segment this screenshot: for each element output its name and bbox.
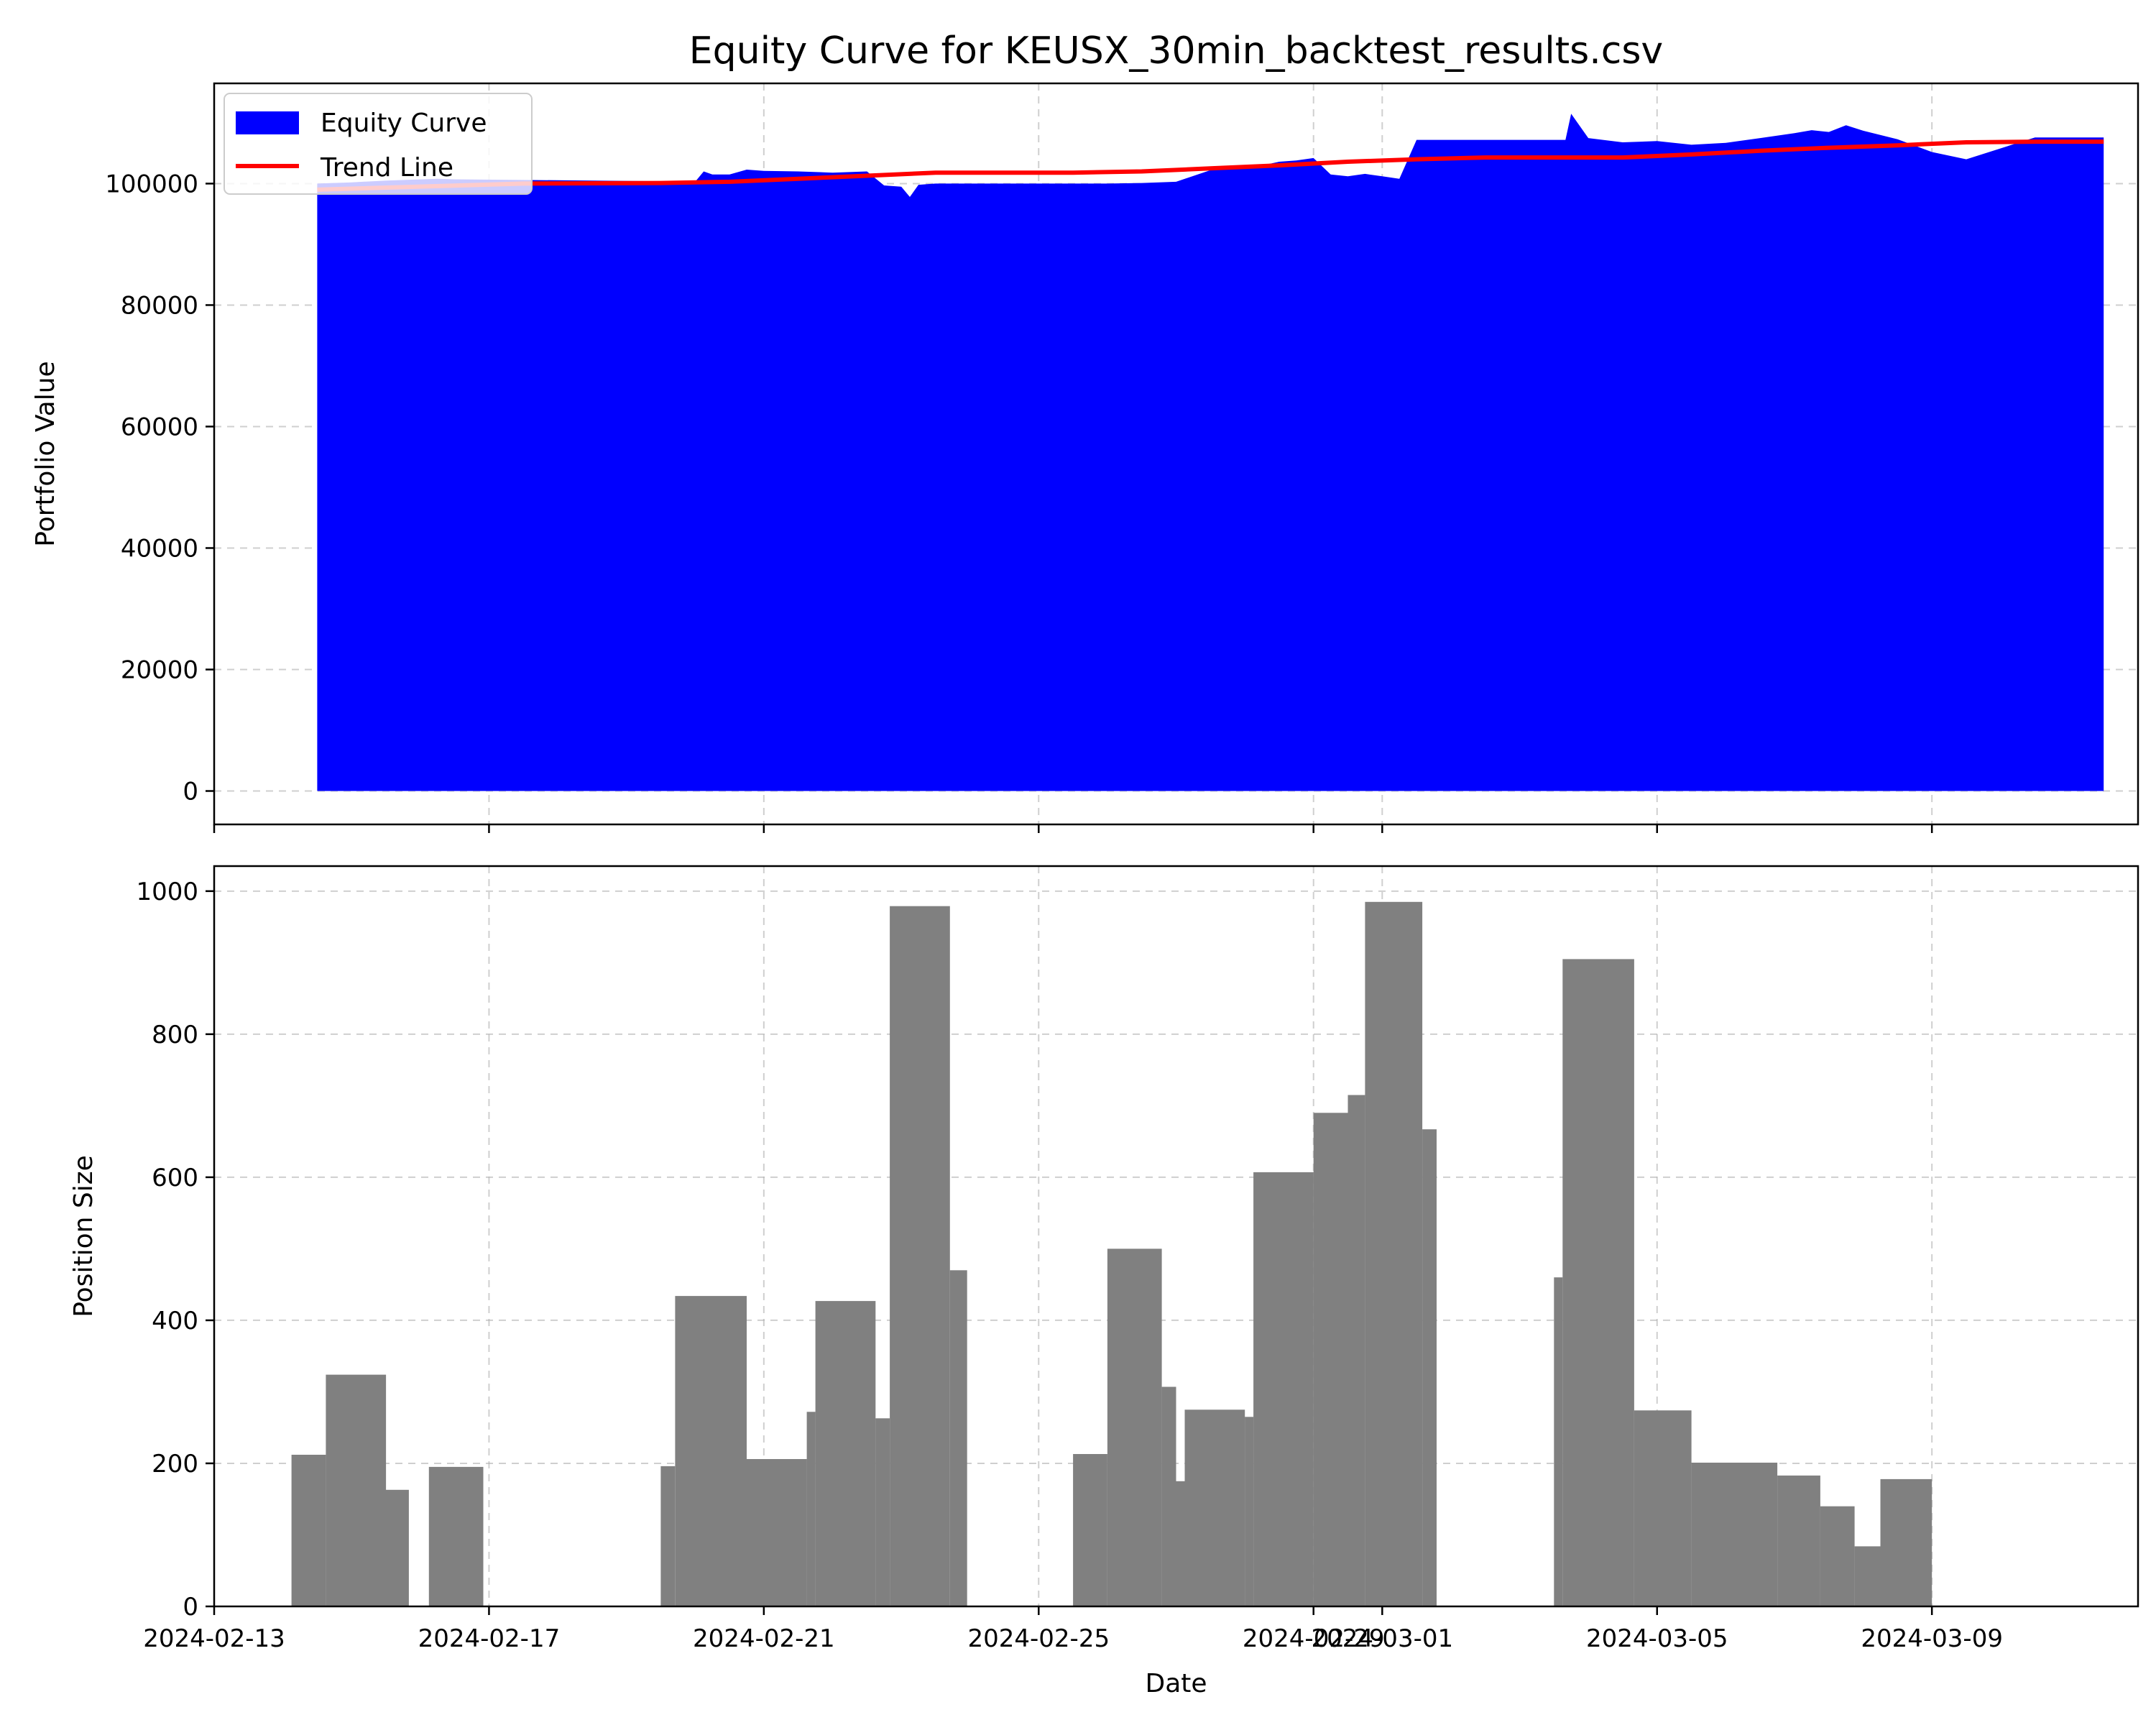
position-y-tick-label: 600 [152, 1164, 198, 1192]
position-bar [1176, 1481, 1185, 1606]
position-y-axis: 0 200 400 600 800 1000 [136, 878, 214, 1622]
position-bar [1820, 1506, 1855, 1606]
equity-curve-area [317, 114, 2104, 791]
position-bar [386, 1489, 409, 1606]
equity-y-tick-label: 20000 [121, 656, 198, 685]
position-bar [890, 906, 950, 1606]
position-plot-area [291, 901, 1932, 1606]
position-bar [1562, 959, 1634, 1606]
position-bar [326, 1374, 387, 1606]
position-bar [675, 1296, 747, 1606]
position-bar [1554, 1277, 1563, 1606]
position-bar [875, 1418, 890, 1606]
position-y-tick-label: 200 [152, 1450, 198, 1478]
position-bar [1348, 1095, 1365, 1606]
position-y-axis-label: Position Size [69, 1155, 98, 1317]
position-bar [1245, 1417, 1254, 1606]
position-x-tick-label: 2024-03-05 [1586, 1624, 1728, 1653]
position-bar [1777, 1475, 1820, 1606]
chart-title: Equity Curve for KEUSX_30min_backtest_re… [689, 29, 1663, 73]
position-bar [1691, 1463, 1778, 1606]
position-bar [1161, 1386, 1176, 1606]
position-bar [1313, 1113, 1348, 1606]
equity-y-tick-label: 40000 [121, 534, 198, 563]
position-x-axis-label: Date [1145, 1669, 1207, 1698]
position-bar [1880, 1478, 1932, 1606]
position-y-tick-label: 0 [183, 1593, 198, 1622]
equity-y-tick-label: 100000 [105, 170, 198, 198]
position-bar [291, 1455, 326, 1606]
position-bar [1854, 1546, 1881, 1606]
equity-x-axis [213, 824, 1933, 833]
position-x-tick-label: 2024-03-09 [1861, 1624, 2003, 1653]
legend-trend-label: Trend Line [320, 153, 453, 183]
position-bar [1184, 1409, 1245, 1606]
position-y-tick-label: 400 [152, 1307, 198, 1335]
position-bar [815, 1301, 876, 1606]
legend-equity-label: Equity Curve [321, 109, 487, 138]
position-y-tick-label: 1000 [136, 878, 198, 906]
position-bar [660, 1466, 676, 1606]
equity-y-tick-label: 0 [183, 778, 198, 806]
equity-plot-area [317, 114, 2104, 791]
position-bar [1422, 1129, 1437, 1606]
position-x-tick-label: 2024-02-21 [693, 1624, 835, 1653]
position-axes-frame [213, 865, 2139, 1608]
position-bar [747, 1459, 807, 1606]
position-x-tick-label: 2024-02-17 [418, 1624, 561, 1653]
equity-y-axis: 0 20000 40000 60000 80000 100000 [105, 170, 214, 806]
legend: Equity Curve Trend Line [224, 93, 533, 195]
trend-line [317, 139, 2104, 192]
equity-panel: Equity Curve for KEUSX_30min_backtest_re… [31, 29, 2139, 833]
equity-axes-frame [213, 82, 2139, 826]
legend-equity-swatch [236, 111, 299, 134]
position-x-tick-label: 2024-02-13 [143, 1624, 285, 1653]
equity-y-axis-label: Portfolio Value [31, 361, 60, 546]
position-x-axis: 2024-02-13 2024-02-17 2024-02-21 2024-02-25… [143, 1606, 2003, 1653]
equity-y-tick-label: 60000 [121, 413, 198, 441]
legend-frame [224, 93, 533, 195]
position-x-tick-label: 2024-03-01 [1312, 1624, 1454, 1653]
equity-y-tick-label: 80000 [121, 291, 198, 320]
position-bar [1107, 1248, 1162, 1606]
position-x-tick-label: 2024-02-25 [967, 1624, 1110, 1653]
position-y-tick-label: 800 [152, 1021, 198, 1049]
position-bar [1365, 901, 1423, 1606]
position-bar [1634, 1410, 1692, 1606]
position-bar [949, 1270, 967, 1606]
position-bar [1073, 1454, 1107, 1606]
position-bar [428, 1466, 484, 1606]
position-bar [1253, 1172, 1314, 1606]
position-x-tick-label: 2024-02-29 [1243, 1624, 1385, 1653]
position-bar [806, 1412, 816, 1606]
